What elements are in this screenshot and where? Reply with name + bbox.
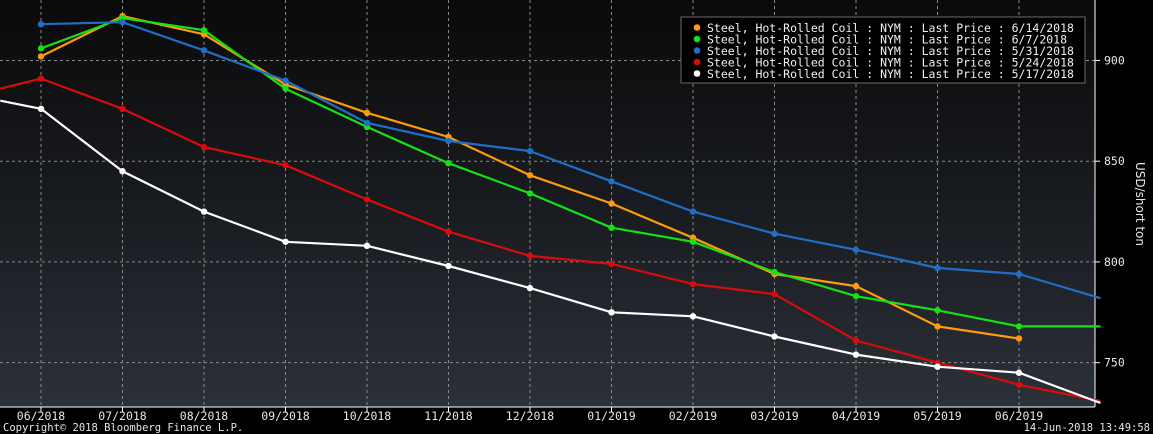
series-point-3 bbox=[1015, 270, 1023, 278]
x-tick-label: 12/2018 bbox=[506, 409, 555, 423]
series-point-3 bbox=[363, 119, 371, 127]
series-point-2 bbox=[282, 85, 289, 92]
legend-box bbox=[680, 16, 1086, 84]
series-point-5 bbox=[363, 242, 371, 250]
series-point-3 bbox=[608, 178, 615, 185]
series-point-2 bbox=[1015, 323, 1023, 330]
x-tick-label: 09/2018 bbox=[261, 409, 310, 423]
x-tick-label: 08/2018 bbox=[180, 409, 229, 423]
series-point-1 bbox=[1015, 335, 1023, 342]
series-point-5 bbox=[934, 363, 941, 370]
legend-label: Steel, Hot-Rolled Coil : NYM : Last Pric… bbox=[707, 56, 1074, 70]
series-point-2 bbox=[37, 45, 45, 52]
legend-marker bbox=[693, 70, 701, 77]
legend: Steel, Hot-Rolled Coil : NYM : Last Pric… bbox=[680, 16, 1086, 84]
series-point-5 bbox=[689, 313, 697, 320]
series-point-2 bbox=[771, 268, 778, 276]
series-point-1 bbox=[852, 282, 860, 290]
series-point-2 bbox=[445, 160, 452, 167]
series-point-5 bbox=[445, 262, 452, 270]
series-point-4 bbox=[771, 290, 778, 298]
legend-label: Steel, Hot-Rolled Coil : NYM : Last Pric… bbox=[707, 21, 1074, 35]
series-point-4 bbox=[200, 143, 208, 151]
series-point-2 bbox=[526, 190, 534, 197]
series bbox=[0, 12, 1101, 405]
x-tick-label: 03/2019 bbox=[750, 409, 799, 423]
series-point-4 bbox=[37, 75, 45, 82]
series-point-3 bbox=[934, 264, 941, 272]
x-tick-label: 04/2019 bbox=[832, 409, 881, 423]
x-tick-label: 05/2019 bbox=[913, 409, 962, 423]
legend-marker bbox=[693, 24, 701, 31]
series-point-5 bbox=[119, 168, 126, 175]
series-point-1 bbox=[934, 323, 941, 330]
series-point-4 bbox=[119, 105, 126, 113]
legend-marker bbox=[693, 47, 701, 54]
series-point-4 bbox=[363, 196, 371, 203]
series-point-4 bbox=[852, 337, 860, 344]
legend-label: Steel, Hot-Rolled Coil : NYM : Last Pric… bbox=[707, 44, 1074, 58]
legend-label: Steel, Hot-Rolled Coil : NYM : Last Pric… bbox=[707, 67, 1074, 81]
timestamp-text: 14-Jun-2018 13:49:58 bbox=[1024, 422, 1150, 434]
series-line-2 bbox=[40, 17, 1101, 328]
series-point-4 bbox=[1015, 381, 1023, 389]
x-tick-label: 06/2018 bbox=[17, 409, 66, 423]
series-point-3 bbox=[37, 20, 45, 28]
series-point-2 bbox=[689, 238, 697, 245]
legend-marker bbox=[693, 35, 701, 43]
x-tick-label: 11/2018 bbox=[424, 409, 473, 423]
series-point-4 bbox=[608, 260, 615, 268]
series-point-3 bbox=[119, 18, 126, 26]
series-point-2 bbox=[200, 27, 208, 34]
series-point-3 bbox=[282, 77, 289, 84]
y-tick-label: 850 bbox=[1104, 154, 1125, 168]
series-point-1 bbox=[526, 172, 534, 179]
series-line-3 bbox=[40, 21, 1101, 300]
legend-label: Steel, Hot-Rolled Coil : NYM : Last Pric… bbox=[707, 33, 1067, 47]
series-point-3 bbox=[200, 47, 208, 54]
series-point-4 bbox=[689, 280, 697, 288]
series-point-5 bbox=[37, 105, 45, 113]
y-axis-title: USD/short ton bbox=[1133, 162, 1147, 246]
series-point-3 bbox=[771, 230, 778, 237]
legend-marker bbox=[693, 58, 701, 66]
series-point-5 bbox=[526, 284, 534, 292]
series-point-4 bbox=[445, 228, 452, 235]
series-point-1 bbox=[37, 53, 45, 60]
axes: USD/short ton 06/2018 07/2018 08/2018 09/20… bbox=[0, 0, 1147, 423]
x-tick-label: 10/2018 bbox=[343, 409, 392, 423]
x-tick-label: 07/2018 bbox=[98, 409, 147, 423]
copyright-text: Copyright© 2018 Bloomberg Finance L.P. bbox=[3, 422, 243, 434]
series-point-5 bbox=[200, 208, 208, 215]
series-point-5 bbox=[282, 238, 289, 245]
series-point-3 bbox=[526, 147, 534, 155]
series-point-5 bbox=[1015, 369, 1023, 376]
series-point-5 bbox=[852, 351, 860, 358]
series-point-3 bbox=[445, 137, 452, 145]
series-point-4 bbox=[282, 162, 289, 169]
series-point-2 bbox=[852, 292, 860, 300]
series-point-3 bbox=[852, 246, 860, 254]
series-point-3 bbox=[689, 208, 697, 215]
series-point-5 bbox=[771, 333, 778, 340]
y-tick-label: 750 bbox=[1104, 356, 1125, 370]
y-tick-label: 800 bbox=[1104, 255, 1125, 269]
x-tick-label: 02/2019 bbox=[669, 409, 718, 423]
series-point-1 bbox=[363, 109, 371, 117]
series-point-2 bbox=[608, 224, 615, 231]
series-point-4 bbox=[526, 252, 534, 260]
y-tick-label: 900 bbox=[1104, 53, 1125, 67]
x-tick-label: 06/2019 bbox=[995, 409, 1044, 423]
x-tick-label: 01/2019 bbox=[587, 409, 636, 423]
series-point-1 bbox=[608, 200, 615, 207]
series-point-2 bbox=[934, 307, 941, 314]
series-point-5 bbox=[608, 309, 615, 316]
